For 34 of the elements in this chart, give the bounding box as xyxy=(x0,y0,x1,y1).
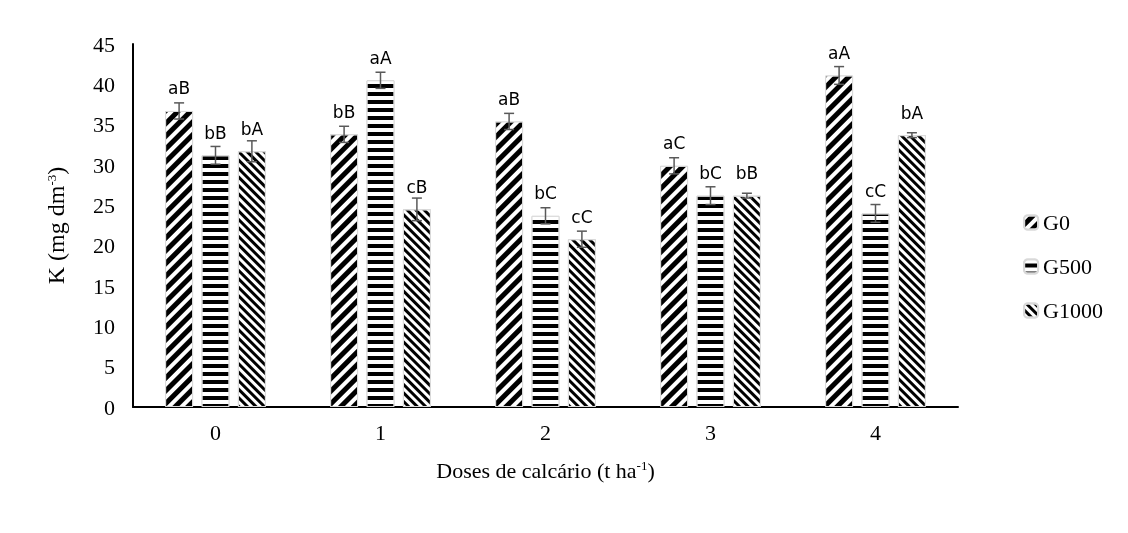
data-label: bA xyxy=(240,118,264,139)
data-label: bA xyxy=(900,102,924,123)
data-label: bB xyxy=(204,122,227,143)
legend-label: G0 xyxy=(1043,210,1070,235)
data-label: aC xyxy=(662,133,686,154)
x-tick-label: 1 xyxy=(375,419,386,445)
x-tick-label: 4 xyxy=(870,419,881,445)
y-tick-label: 10 xyxy=(93,313,115,339)
y-axis-title: K (mg dm-3) xyxy=(43,166,69,285)
data-label: cC xyxy=(571,206,593,227)
data-label: aB xyxy=(168,78,191,99)
y-tick-label: 0 xyxy=(104,394,115,420)
legend-label: G1000 xyxy=(1043,298,1103,323)
x-tick-label: 0 xyxy=(210,419,221,445)
data-label: bC xyxy=(699,163,722,184)
y-tick-label: 45 xyxy=(93,31,115,57)
data-label: bB xyxy=(735,163,759,184)
x-tick-label: 2 xyxy=(540,419,551,445)
data-label: bB xyxy=(332,101,356,122)
y-tick-label: 15 xyxy=(93,273,115,299)
y-tick-label: 25 xyxy=(93,192,115,218)
data-label: aA xyxy=(828,42,851,63)
y-tick-label: 40 xyxy=(93,71,115,97)
data-label: cC xyxy=(864,180,887,201)
y-tick-label: 30 xyxy=(93,152,115,178)
data-label: cB xyxy=(406,176,428,197)
data-label: aB xyxy=(498,88,521,109)
y-tick-label: 35 xyxy=(93,112,115,138)
y-tick-label: 5 xyxy=(104,354,115,380)
x-tick-label: 3 xyxy=(705,419,716,445)
data-label: aA xyxy=(369,47,392,68)
data-label: bC xyxy=(534,183,557,204)
y-tick-label: 20 xyxy=(93,233,115,259)
legend-label: G500 xyxy=(1043,254,1092,279)
